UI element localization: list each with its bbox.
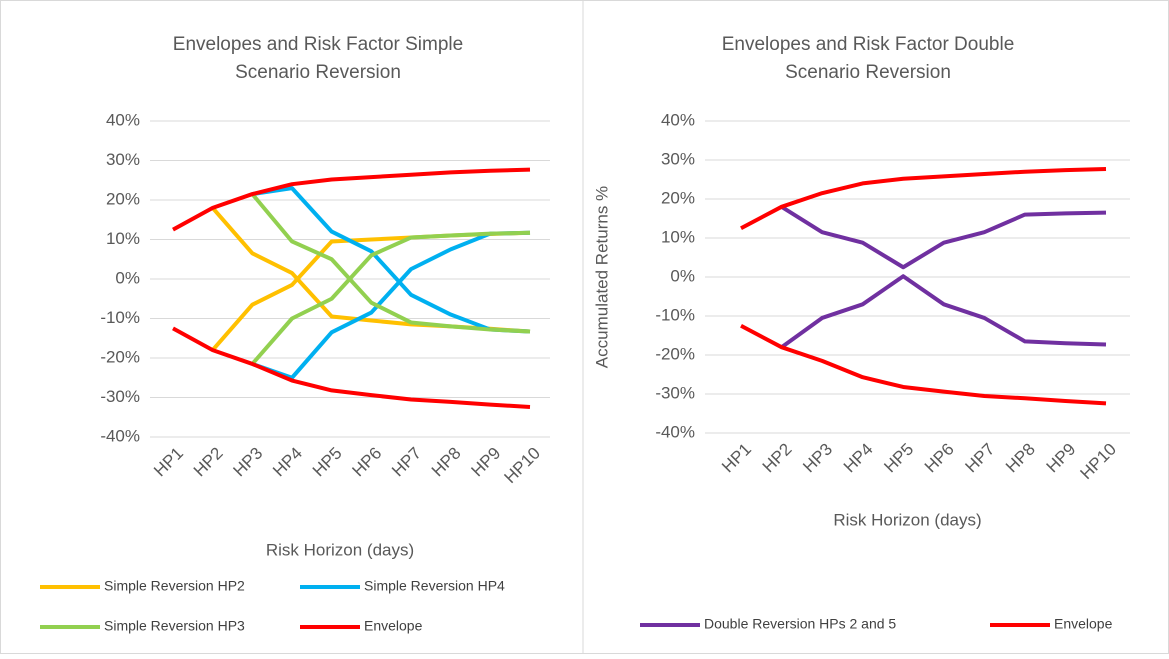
y-tick-label: -40% bbox=[100, 426, 140, 445]
y-tick-label: -10% bbox=[655, 305, 695, 324]
y-tick-label: 20% bbox=[661, 188, 695, 207]
legend-label: Envelope bbox=[1054, 616, 1113, 632]
y-tick-label: 0% bbox=[115, 268, 140, 287]
y-tick-label: -20% bbox=[655, 344, 695, 363]
y-tick-label: 40% bbox=[661, 110, 695, 129]
y-tick-label: 10% bbox=[106, 229, 140, 248]
y-axis-title: Accumulated Returns % bbox=[592, 186, 611, 368]
y-tick-label: -10% bbox=[100, 308, 140, 327]
series-line bbox=[740, 323, 1107, 406]
series-line bbox=[780, 205, 1107, 270]
legend-label: Simple Reversion HP2 bbox=[104, 578, 245, 594]
legend-label: Simple Reversion HP4 bbox=[364, 578, 505, 594]
series-line bbox=[740, 166, 1107, 231]
chart-title: Envelopes and Risk Factor Simple Scenario… bbox=[173, 34, 463, 83]
legend-label: Simple Reversion HP3 bbox=[104, 618, 245, 634]
y-tick-label: 30% bbox=[106, 150, 140, 169]
y-tick-label: -20% bbox=[100, 347, 140, 366]
x-axis-title: Risk Horizon (days) bbox=[266, 540, 414, 559]
series-line bbox=[250, 192, 531, 334]
legend-label: Double Reversion HPs 2 and 5 bbox=[704, 616, 896, 632]
series-line bbox=[250, 230, 531, 366]
chart-title: Envelopes and Risk Factor Double Scenario… bbox=[722, 34, 1015, 83]
y-tick-label: 10% bbox=[661, 227, 695, 246]
y-tick-label: -40% bbox=[655, 422, 695, 441]
series-line bbox=[172, 167, 531, 232]
series-line bbox=[172, 326, 531, 409]
y-tick-label: 30% bbox=[661, 149, 695, 168]
y-tick-label: 20% bbox=[106, 189, 140, 208]
x-axis-title: Risk Horizon (days) bbox=[833, 510, 981, 529]
series-line bbox=[780, 274, 1107, 349]
legend-label: Envelope bbox=[364, 618, 423, 634]
y-tick-label: -30% bbox=[100, 387, 140, 406]
y-tick-label: 40% bbox=[106, 110, 140, 129]
y-tick-label: -30% bbox=[655, 383, 695, 402]
y-tick-label: 0% bbox=[670, 266, 695, 285]
series-line bbox=[251, 230, 531, 380]
